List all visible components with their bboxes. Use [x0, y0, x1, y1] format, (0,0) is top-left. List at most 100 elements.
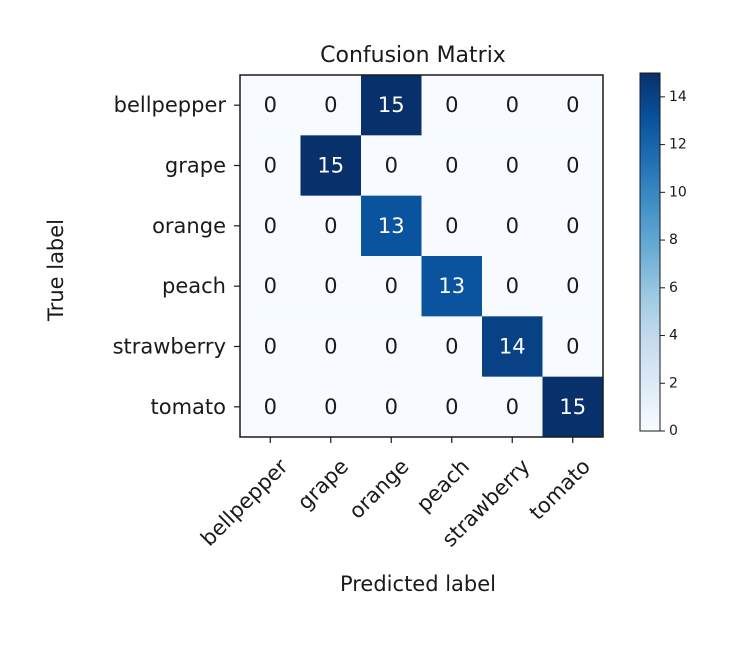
matrix-cells	[240, 75, 604, 438]
x-tick-label: bellpepper	[196, 454, 293, 551]
matrix-cell-value: 14	[499, 335, 526, 359]
matrix-cell	[482, 135, 543, 197]
colorbar-tick-label: 4	[669, 328, 678, 344]
matrix-cell-value: 15	[559, 395, 586, 419]
matrix-cell-value: 0	[566, 93, 579, 117]
matrix-cell-value: 13	[378, 214, 405, 238]
matrix-cell-value: 0	[506, 395, 519, 419]
x-tick-label: grape	[293, 454, 353, 514]
matrix-cell	[542, 256, 604, 317]
matrix-cell-value: 0	[385, 335, 398, 359]
matrix-cell	[542, 376, 604, 438]
matrix-cell	[300, 316, 362, 378]
matrix-cell-value: 0	[506, 93, 519, 117]
matrix-cell-value: 0	[385, 274, 398, 298]
matrix-cell	[421, 316, 483, 378]
matrix-cell-value: 0	[506, 274, 519, 298]
matrix-cell-value: 0	[264, 335, 277, 359]
matrix-cell	[361, 135, 422, 197]
matrix-cell	[300, 75, 362, 136]
matrix-cell-value: 0	[264, 154, 277, 178]
matrix-cell	[421, 195, 483, 257]
matrix-cell-value: 0	[566, 214, 579, 238]
matrix-cell-value: 15	[378, 93, 405, 117]
matrix-cell-value: 0	[445, 154, 458, 178]
matrix-cell	[361, 75, 422, 136]
matrix-cell-value: 0	[385, 395, 398, 419]
matrix-cell	[361, 195, 422, 257]
y-axis-label: True label	[44, 219, 68, 322]
matrix-cell-value: 0	[445, 214, 458, 238]
matrix-cell-value: 0	[264, 214, 277, 238]
matrix-cell-value: 0	[445, 335, 458, 359]
matrix-cell	[482, 316, 543, 378]
colorbar-tick-label: 12	[669, 137, 687, 153]
matrix-cell	[240, 195, 301, 257]
matrix-frame	[239, 74, 604, 438]
colorbar-tick-label: 14	[669, 89, 687, 105]
x-axis-label: Predicted label	[340, 572, 496, 596]
matrix-cell-value: 0	[566, 154, 579, 178]
matrix-cell-value: 0	[264, 274, 277, 298]
matrix-cell	[240, 376, 301, 438]
matrix-cell	[240, 75, 301, 136]
matrix-cell	[361, 256, 422, 317]
matrix-cell-value: 0	[324, 93, 337, 117]
matrix-cell-value: 0	[264, 93, 277, 117]
matrix-cell-value: 0	[566, 274, 579, 298]
colorbar	[639, 72, 661, 432]
matrix-cell	[421, 376, 483, 438]
x-axis-ticks: bellpepper grapeorangepeachstrawberrytoma…	[196, 437, 595, 551]
matrix-cell-value: 0	[385, 154, 398, 178]
matrix-cell-value: 0	[445, 93, 458, 117]
x-tick-label: orange	[344, 454, 413, 523]
colorbar-tick-label: 6	[669, 280, 678, 296]
matrix-cell	[482, 75, 543, 136]
matrix-cell-value: 0	[506, 214, 519, 238]
matrix-cell-value: 0	[324, 274, 337, 298]
matrix-cell-value: 0	[566, 335, 579, 359]
y-tick-label: tomato	[151, 395, 227, 419]
matrix-cell	[421, 256, 483, 317]
matrix-cell	[542, 135, 604, 197]
colorbar-tick-label: 2	[669, 375, 678, 391]
matrix-cell-labels: 0 0 15 0 0 0 0 15 0 0 0 0 0 0 13 0 0 0 0 0 0 13 0 0 0 0 0 0 14 0 0 0 0 0 0…	[264, 93, 587, 419]
y-axis-ticks: bellpepper grape orange peach strawberry toma…	[113, 93, 240, 419]
matrix-cell	[300, 195, 362, 257]
matrix-cell	[421, 135, 483, 197]
matrix-cell-value: 0	[324, 214, 337, 238]
matrix-cell-value: 15	[317, 154, 344, 178]
matrix-cell	[542, 316, 604, 378]
matrix-cell-value: 0	[445, 395, 458, 419]
y-tick-label: peach	[162, 274, 226, 298]
matrix-cell-value: 0	[324, 335, 337, 359]
matrix-cell	[542, 195, 604, 257]
matrix-cell	[421, 75, 483, 136]
matrix-cell	[300, 376, 362, 438]
matrix-cell	[361, 376, 422, 438]
matrix-cell	[482, 256, 543, 317]
y-tick-label: bellpepper	[114, 93, 227, 117]
matrix-cell-value: 0	[506, 154, 519, 178]
matrix-cell	[300, 256, 362, 317]
colorbar-tick-label: 0	[669, 423, 678, 439]
colorbar-ticks: 0 2 4 6 8 10 12 14	[660, 89, 687, 439]
matrix-cell-value: 0	[324, 395, 337, 419]
x-tick-label: tomato	[525, 454, 595, 524]
colorbar-tick-label: 10	[669, 184, 687, 200]
matrix-cell-value: 13	[438, 274, 465, 298]
matrix-cell	[542, 75, 604, 136]
colorbar-tick-label: 8	[669, 232, 678, 248]
matrix-cell	[300, 135, 362, 197]
matrix-cell	[482, 195, 543, 257]
y-tick-label: orange	[152, 214, 226, 238]
chart-title: Confusion Matrix	[320, 43, 506, 68]
y-tick-label: grape	[165, 154, 226, 178]
matrix-cell	[240, 135, 301, 197]
matrix-cell	[482, 376, 543, 438]
matrix-cell	[361, 316, 422, 378]
matrix-cell	[240, 316, 301, 378]
y-tick-label: strawberry	[113, 335, 226, 359]
matrix-cell	[240, 256, 301, 317]
